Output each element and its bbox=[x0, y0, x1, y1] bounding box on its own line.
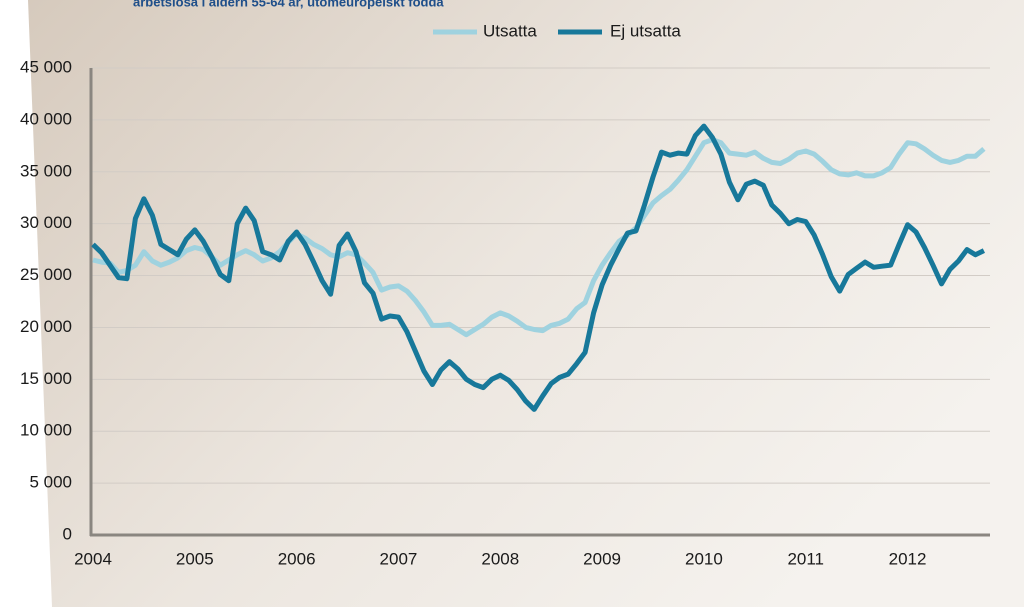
y-tick-label: 10 000 bbox=[20, 421, 72, 440]
y-tick-label: 15 000 bbox=[20, 369, 72, 388]
x-tick-label: 2011 bbox=[787, 549, 824, 568]
y-tick-label: 40 000 bbox=[20, 109, 72, 128]
y-tick-label: 5 000 bbox=[29, 473, 72, 492]
x-tick-label: 2008 bbox=[481, 549, 519, 568]
x-tick-label: 2006 bbox=[278, 549, 316, 568]
x-tick-label: 2004 bbox=[74, 549, 112, 568]
series-line bbox=[91, 123, 986, 412]
x-tick-label: 2007 bbox=[380, 549, 418, 568]
legend: Utsatta Ej utsatta bbox=[433, 21, 681, 40]
background bbox=[28, 0, 1024, 607]
y-tick-label: 30 000 bbox=[20, 213, 72, 232]
chart-title: arbetslösa i åldern 55-64 år, utomeurope… bbox=[133, 0, 444, 9]
x-tick-label: 2012 bbox=[889, 549, 927, 568]
y-tick-label: 35 000 bbox=[20, 161, 72, 180]
y-tick-label: 25 000 bbox=[20, 265, 72, 284]
legend-label: Ej utsatta bbox=[610, 21, 681, 40]
y-tick-label: 45 000 bbox=[20, 57, 72, 76]
x-tick-label: 2010 bbox=[685, 549, 723, 568]
x-tick-label: 2009 bbox=[583, 549, 621, 568]
x-tick-label: 2005 bbox=[176, 549, 214, 568]
series-line bbox=[92, 137, 986, 338]
y-tick-label: 20 000 bbox=[20, 317, 72, 336]
y-tick-label: 0 bbox=[63, 524, 72, 543]
legend-label: Utsatta bbox=[483, 21, 537, 40]
